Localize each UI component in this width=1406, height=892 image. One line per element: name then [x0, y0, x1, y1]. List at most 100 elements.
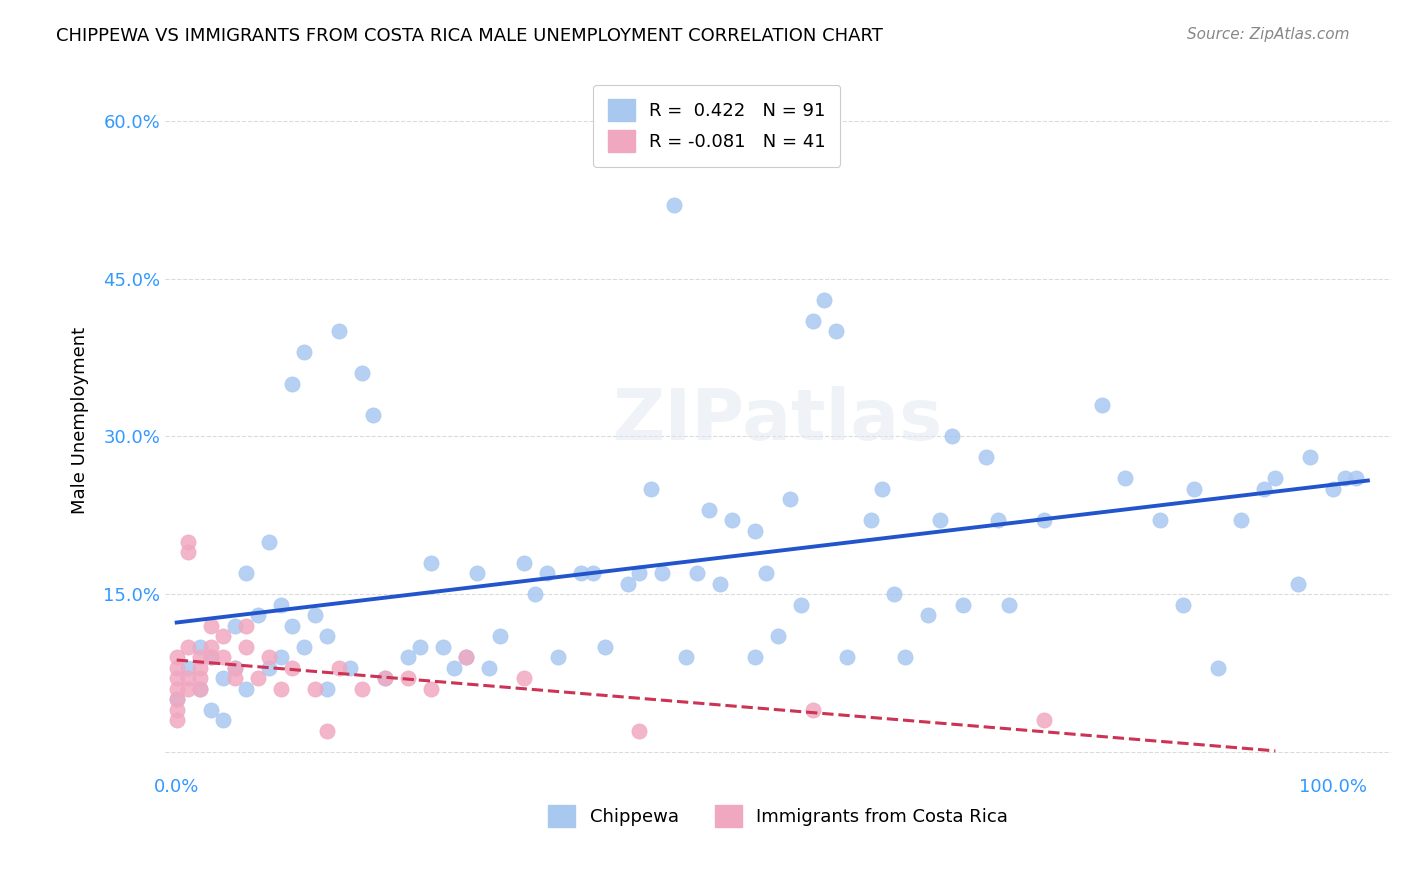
- Point: [478, 660, 501, 674]
- Point: [224, 618, 246, 632]
- Point: [328, 660, 350, 674]
- Point: [640, 482, 662, 496]
- Point: [224, 660, 246, 674]
- Point: [489, 629, 512, 643]
- Point: [304, 608, 326, 623]
- Point: [998, 598, 1021, 612]
- Point: [974, 450, 997, 465]
- Point: [374, 671, 396, 685]
- Point: [235, 681, 257, 696]
- Point: [779, 492, 801, 507]
- Point: [929, 514, 952, 528]
- Point: [420, 681, 443, 696]
- Point: [582, 566, 605, 580]
- Point: [408, 640, 430, 654]
- Point: [396, 650, 419, 665]
- Point: [512, 556, 534, 570]
- Point: [235, 618, 257, 632]
- Point: [224, 660, 246, 674]
- Point: [316, 629, 339, 643]
- Point: [177, 545, 200, 559]
- Point: [512, 671, 534, 685]
- Point: [200, 703, 222, 717]
- Point: [200, 650, 222, 665]
- Point: [166, 713, 188, 727]
- Point: [1033, 713, 1056, 727]
- Point: [870, 482, 893, 496]
- Point: [281, 618, 304, 632]
- Point: [454, 650, 477, 665]
- Point: [547, 650, 569, 665]
- Point: [361, 409, 384, 423]
- Point: [246, 671, 269, 685]
- Point: [339, 660, 361, 674]
- Y-axis label: Male Unemployment: Male Unemployment: [72, 327, 89, 514]
- Point: [166, 692, 188, 706]
- Point: [224, 671, 246, 685]
- Point: [1149, 514, 1171, 528]
- Point: [396, 671, 419, 685]
- Point: [1333, 471, 1355, 485]
- Point: [257, 650, 280, 665]
- Point: [1206, 660, 1229, 674]
- Point: [801, 703, 824, 717]
- Point: [593, 640, 616, 654]
- Point: [257, 534, 280, 549]
- Point: [432, 640, 454, 654]
- Point: [837, 650, 859, 665]
- Point: [1322, 482, 1344, 496]
- Point: [744, 524, 766, 538]
- Point: [709, 576, 731, 591]
- Point: [188, 660, 211, 674]
- Point: [766, 629, 789, 643]
- Point: [281, 376, 304, 391]
- Point: [744, 650, 766, 665]
- Point: [651, 566, 673, 580]
- Point: [917, 608, 939, 623]
- Point: [536, 566, 558, 580]
- Point: [270, 598, 292, 612]
- Legend: Chippewa, Immigrants from Costa Rica: Chippewa, Immigrants from Costa Rica: [541, 797, 1015, 834]
- Point: [697, 503, 720, 517]
- Point: [177, 681, 200, 696]
- Point: [212, 713, 235, 727]
- Point: [825, 324, 848, 338]
- Point: [188, 650, 211, 665]
- Point: [524, 587, 547, 601]
- Point: [1114, 471, 1136, 485]
- Point: [662, 198, 685, 212]
- Point: [212, 629, 235, 643]
- Point: [166, 692, 188, 706]
- Point: [235, 566, 257, 580]
- Point: [790, 598, 813, 612]
- Point: [200, 650, 222, 665]
- Point: [1346, 471, 1368, 485]
- Point: [246, 608, 269, 623]
- Point: [1288, 576, 1310, 591]
- Point: [328, 324, 350, 338]
- Point: [188, 681, 211, 696]
- Point: [628, 723, 651, 738]
- Point: [859, 514, 882, 528]
- Point: [281, 660, 304, 674]
- Point: [467, 566, 489, 580]
- Point: [1253, 482, 1275, 496]
- Point: [200, 618, 222, 632]
- Text: Source: ZipAtlas.com: Source: ZipAtlas.com: [1187, 27, 1350, 42]
- Point: [1033, 514, 1056, 528]
- Point: [420, 556, 443, 570]
- Point: [270, 650, 292, 665]
- Point: [292, 640, 315, 654]
- Point: [571, 566, 593, 580]
- Point: [188, 671, 211, 685]
- Point: [200, 640, 222, 654]
- Point: [755, 566, 778, 580]
- Point: [628, 566, 651, 580]
- Point: [686, 566, 709, 580]
- Point: [292, 345, 315, 359]
- Point: [177, 671, 200, 685]
- Point: [188, 640, 211, 654]
- Point: [454, 650, 477, 665]
- Point: [443, 660, 465, 674]
- Point: [316, 723, 339, 738]
